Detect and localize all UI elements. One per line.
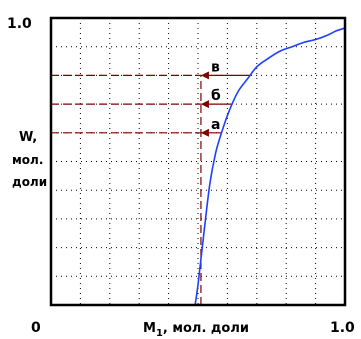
series <box>194 27 346 306</box>
x-axis-label-rest: , мол. доли <box>163 321 249 336</box>
x-tick-label-min: 0 <box>31 320 41 336</box>
plot-frame <box>49 16 347 307</box>
x-axis-label-main: M <box>143 321 156 336</box>
marker-label-б: б <box>211 88 221 104</box>
y-tick-label-max: 1.0 <box>7 16 32 32</box>
x-axis-label-subscript: 1 <box>156 328 163 339</box>
series-line <box>194 27 346 306</box>
grid <box>51 18 345 305</box>
reference-lines <box>51 71 251 305</box>
y-axis-label-line2: мол. <box>12 153 43 167</box>
y-axis-label-line3: доли <box>12 175 47 189</box>
marker-label-в: в <box>211 59 220 75</box>
x-tick-label-max: 1.0 <box>330 320 355 336</box>
marker-labels: абв <box>211 59 221 132</box>
x-axis-label: M1, мол. доли <box>143 321 249 339</box>
y-axis-label-line1: W, <box>19 130 37 145</box>
marker-label-а: а <box>211 117 220 133</box>
